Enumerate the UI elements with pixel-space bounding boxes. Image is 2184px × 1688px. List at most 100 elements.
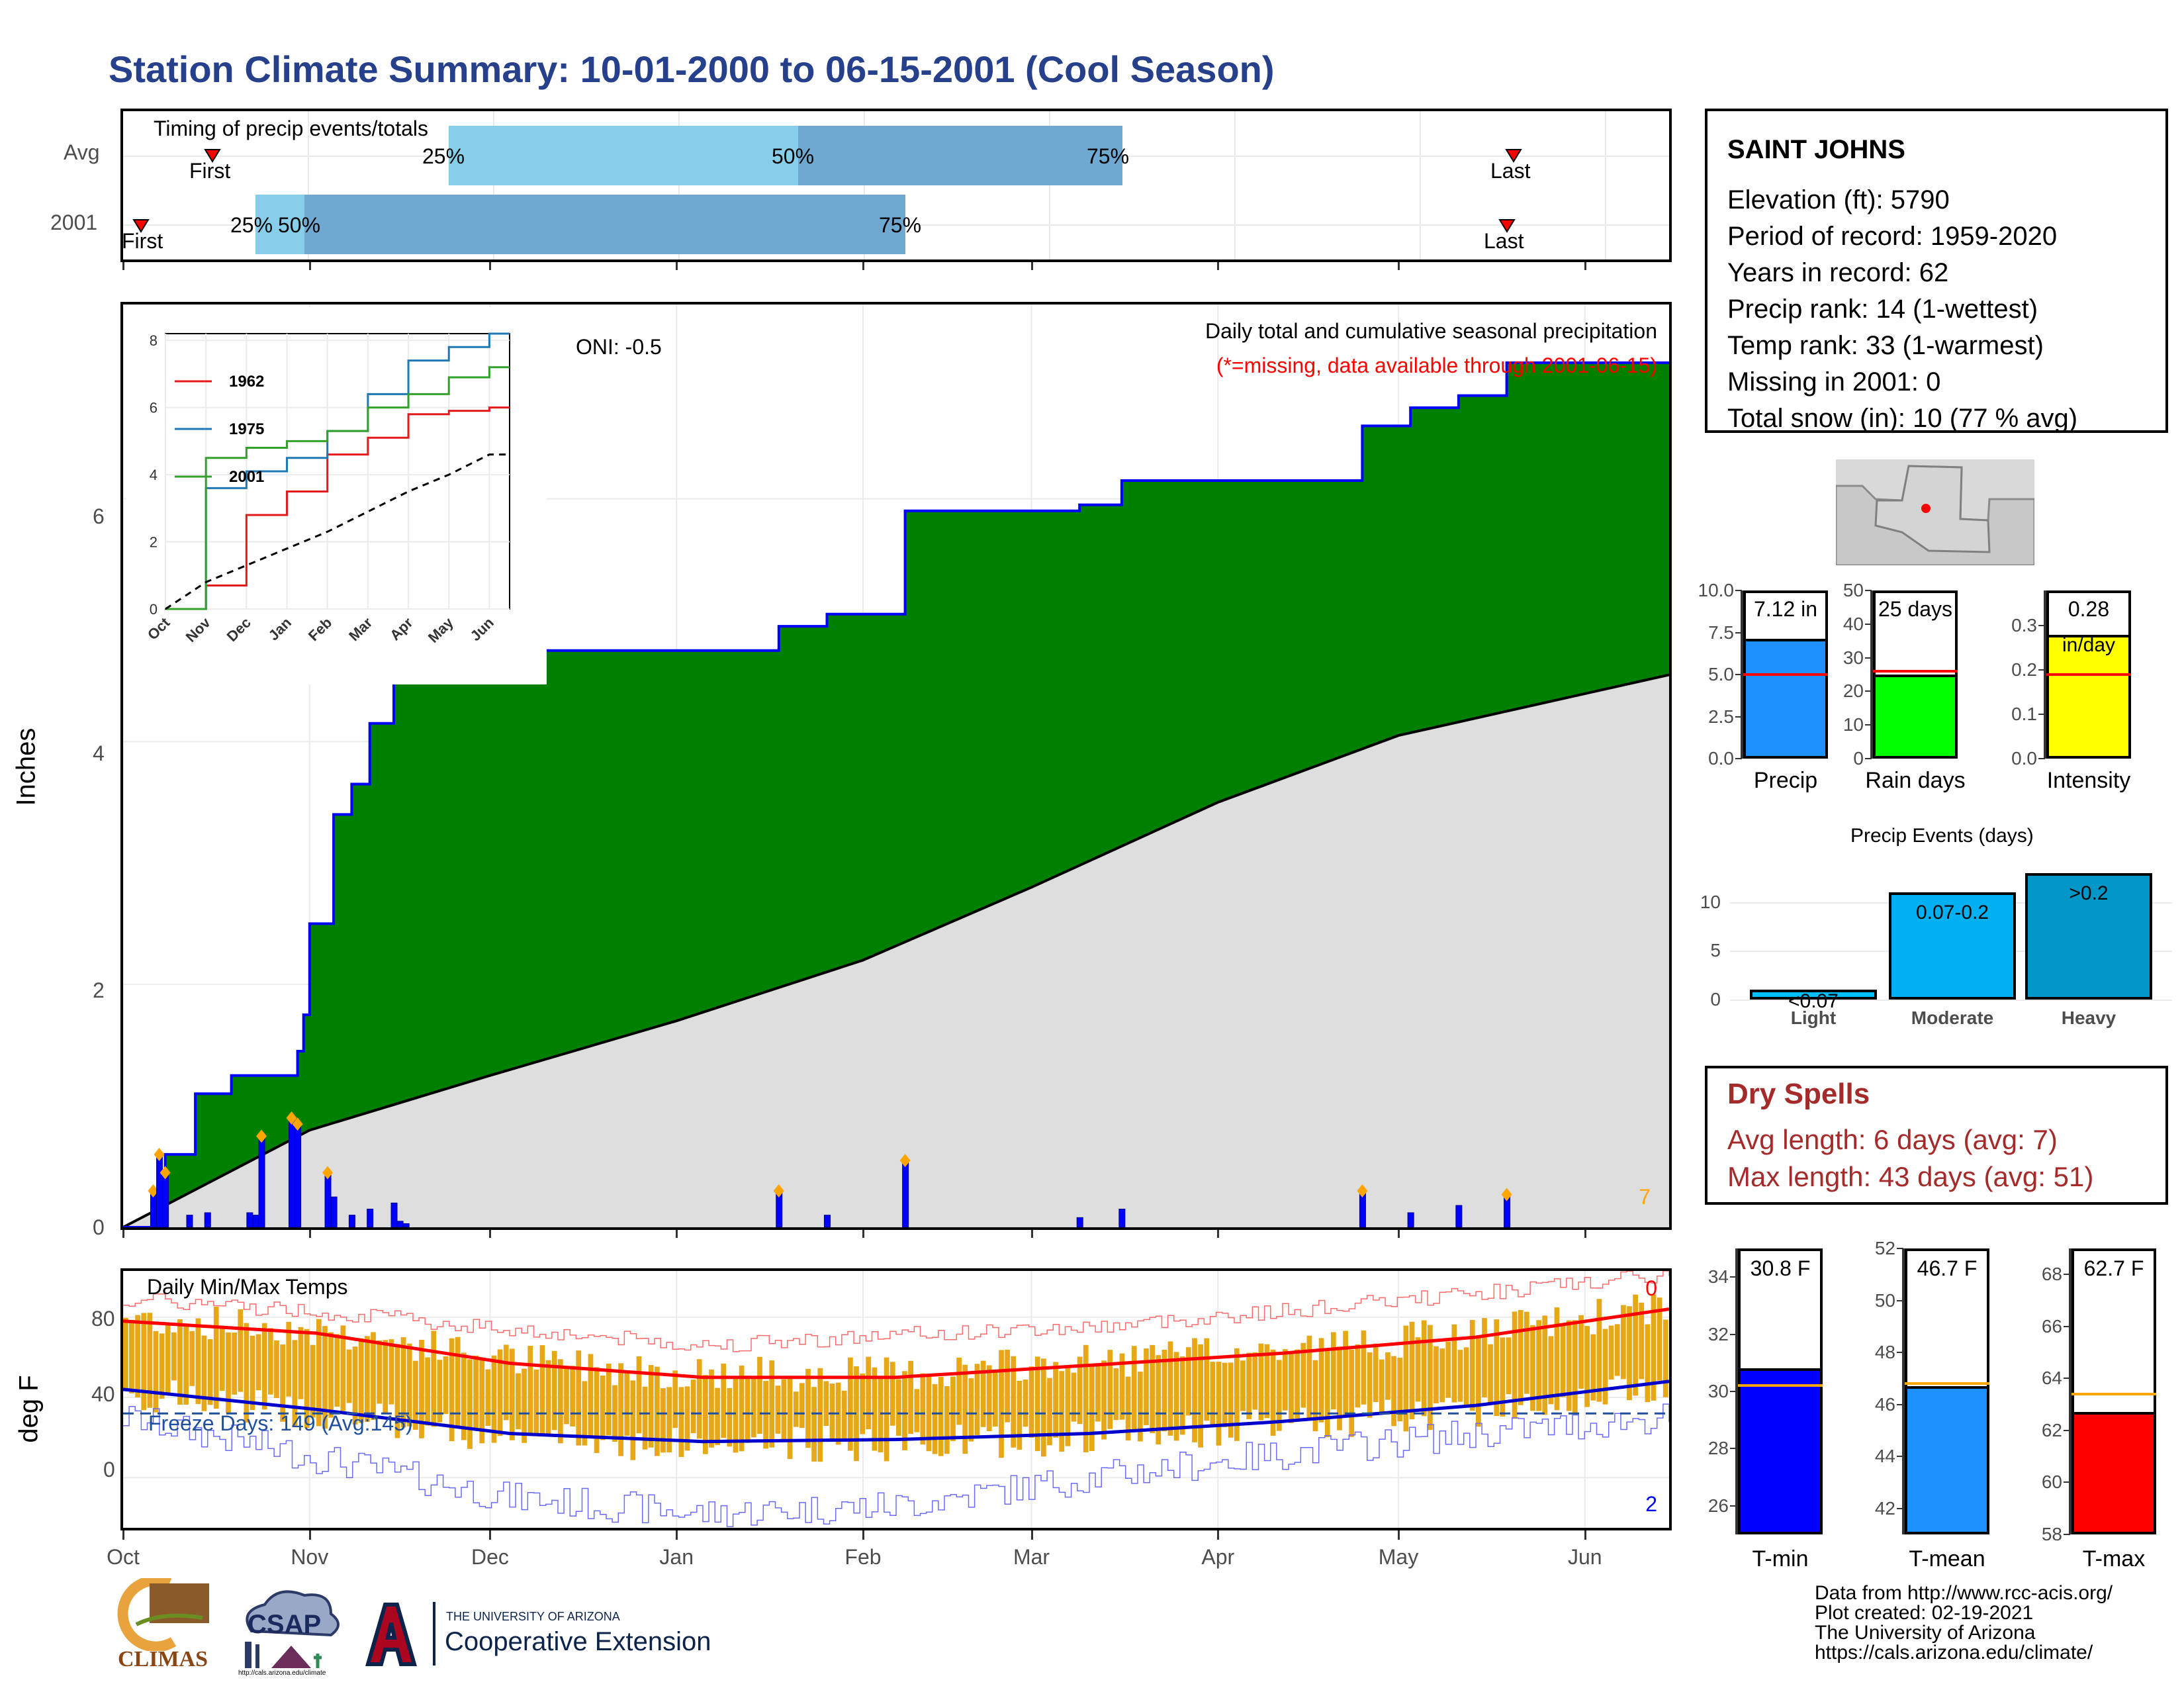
- daily-temp-bar: [1596, 1299, 1602, 1402]
- summary-ytick: 0.0: [1708, 748, 1734, 769]
- dry-spells-box: Dry Spells Avg length: 6 days (avg: 7) M…: [1705, 1066, 2168, 1205]
- daily-temp-bar: [944, 1386, 950, 1454]
- daily-temp-bar: [497, 1349, 503, 1436]
- daily-temp-bar: [1512, 1311, 1518, 1419]
- daily-precip-bar: [162, 1172, 169, 1227]
- tempbar-axis-line: [1902, 1248, 1905, 1534]
- summary-bar-name: Intensity: [2046, 768, 2131, 793]
- daily-precip-bar: [246, 1212, 253, 1227]
- daily-temp-bar: [159, 1333, 165, 1399]
- daily-temp-bar: [950, 1376, 956, 1441]
- summary-ytick-mark: [2038, 625, 2045, 627]
- daily-temp-bar: [1657, 1297, 1662, 1381]
- daily-temp-bar: [443, 1356, 449, 1415]
- ua-big-text: Cooperative Extension: [445, 1627, 711, 1656]
- heavy-event-marker: [154, 1147, 165, 1161]
- tempbar-value-label: 46.7 F: [1917, 1256, 1978, 1280]
- tempbar-fill: [2071, 1412, 2156, 1534]
- daily-temp-bar: [1518, 1310, 1524, 1405]
- tempbar-value-label: 62.7 F: [2083, 1256, 2144, 1280]
- daily-temp-bar: [467, 1359, 473, 1449]
- daily-temp-bar: [1210, 1362, 1216, 1426]
- daily-temp-bar: [932, 1383, 938, 1454]
- daily-temp-bar: [1264, 1344, 1270, 1419]
- inset-ytick: 2: [150, 534, 158, 551]
- summary-axis-line: [1741, 590, 1743, 759]
- timing-month-tick: [489, 262, 492, 270]
- inset-series-line: [165, 406, 510, 610]
- avg-iqr-low: [449, 126, 798, 185]
- daily-temp-bar: [1397, 1358, 1403, 1422]
- tempbar-ytick: 28: [1707, 1438, 1729, 1459]
- page-title: Station Climate Summary: 10-01-2000 to 0…: [109, 48, 1275, 90]
- daily-temp-bar: [1324, 1348, 1330, 1438]
- tempbar-ytick: 48: [1874, 1342, 1895, 1363]
- daily-temp-bar: [775, 1385, 781, 1434]
- summary-ytick: 10: [1843, 714, 1864, 735]
- daily-temp-bar: [510, 1348, 515, 1440]
- footer-source: Data from http://www.rcc-acis.org/: [1815, 1582, 2113, 1604]
- event-count: 7: [1639, 1185, 1651, 1209]
- daily-precip-bar: [367, 1208, 374, 1227]
- daily-temp-bar: [1240, 1360, 1246, 1411]
- daily-temp-bar: [1161, 1350, 1167, 1432]
- daily-temp-bar: [129, 1319, 134, 1393]
- daily-temp-bar: [1198, 1344, 1203, 1448]
- daily-temp-bar: [1343, 1331, 1348, 1417]
- daily-temp-bar: [781, 1379, 787, 1440]
- daily-temp-bar: [1560, 1325, 1566, 1397]
- daily-precip-bar: [402, 1223, 410, 1227]
- daily-temp-bar: [956, 1357, 962, 1425]
- summary-avg-line: [1873, 669, 1958, 673]
- daily-temp-bar: [733, 1377, 739, 1453]
- daily-temp-bar: [582, 1381, 588, 1446]
- precip-month-tick: [862, 1230, 864, 1238]
- daily-temp-bar: [1192, 1338, 1197, 1442]
- precip-month-tick: [1217, 1230, 1220, 1238]
- summary-bar-fill: [1743, 639, 1828, 759]
- month-label: Feb: [844, 1545, 882, 1569]
- climas-text: CLIMAS: [117, 1647, 208, 1671]
- daily-temp-bar: [1608, 1325, 1614, 1380]
- tempbar-ytick-mark: [2064, 1378, 2070, 1380]
- daily-temp-bar: [1530, 1325, 1535, 1411]
- daily-temp-bar: [1131, 1346, 1137, 1432]
- csap-text: CSAP: [248, 1610, 322, 1639]
- daily-temp-bar: [232, 1333, 237, 1395]
- daily-temp-bar: [1101, 1360, 1107, 1440]
- daily-temp-bar: [274, 1340, 279, 1398]
- inset-legend-label: 1962: [229, 373, 264, 391]
- summary-ytick-mark: [1865, 657, 1872, 659]
- daily-temp-bar: [455, 1336, 461, 1429]
- events-bar: [1889, 892, 2016, 1000]
- daily-temp-bar: [522, 1368, 527, 1443]
- tempbar-fill: [1738, 1368, 1823, 1534]
- daily-temp-bar: [999, 1350, 1004, 1458]
- daily-temp-bar: [1602, 1329, 1608, 1405]
- daily-temp-bar: [1173, 1352, 1179, 1441]
- daily-temp-bar: [220, 1325, 225, 1391]
- daily-temp-bar: [817, 1368, 823, 1462]
- daily-temp-bar: [703, 1375, 708, 1454]
- daily-temp-bar: [914, 1389, 920, 1432]
- daily-temp-bar: [1349, 1349, 1355, 1437]
- tempbar-ytick: 32: [1707, 1323, 1729, 1344]
- yr-iqr-low: [255, 195, 304, 254]
- daily-temp-bar: [268, 1328, 273, 1395]
- temps-count-high: 0: [1645, 1276, 1657, 1300]
- daily-temp-bar: [805, 1368, 811, 1448]
- yr-p50-label: 50%: [278, 213, 321, 237]
- daily-temp-bar: [147, 1313, 153, 1408]
- daily-temp-bar: [1119, 1353, 1125, 1420]
- summary-ytick-mark: [1735, 590, 1742, 591]
- main-ytick-6: 6: [93, 504, 105, 528]
- ua-divider: [433, 1602, 435, 1665]
- inset-chart: 0 2 4 6 8 Oct Nov Dec Jan Feb Mar Apr May Jun 1962 1975…: [126, 307, 547, 684]
- daily-temp-bar: [340, 1325, 346, 1411]
- daily-temp-bar: [1023, 1380, 1028, 1427]
- daily-temp-bar: [346, 1349, 352, 1403]
- daily-temp-bar: [1391, 1356, 1396, 1427]
- daily-temp-bar: [1270, 1349, 1276, 1436]
- summary-ytick: 40: [1843, 613, 1864, 634]
- daily-temp-bar: [539, 1345, 545, 1434]
